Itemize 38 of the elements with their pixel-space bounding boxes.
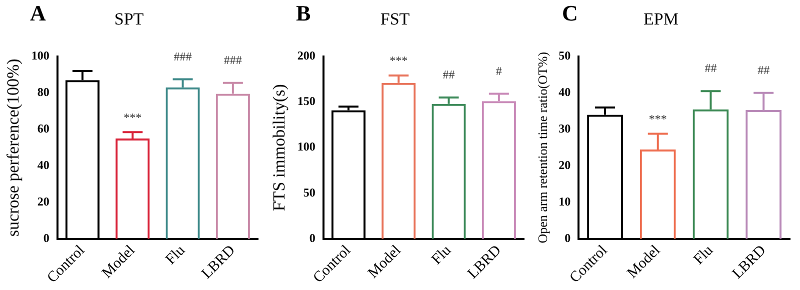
annotation: ## <box>442 68 455 82</box>
y-tick-label: 30 <box>558 121 571 136</box>
annotation: ## <box>704 61 717 76</box>
y-tick-label: 40 <box>37 158 50 172</box>
annotation: # <box>496 64 502 78</box>
annotation: ## <box>758 63 770 78</box>
text: A <box>30 0 46 26</box>
y-tick-label: 0 <box>43 230 50 245</box>
y-tick-label: 50 <box>303 185 316 200</box>
chart-title: EPM <box>644 10 678 29</box>
annotation: *** <box>124 110 142 124</box>
text: B <box>296 0 311 26</box>
y-tick-label: 0 <box>309 230 316 245</box>
chart-title: SPT <box>114 10 144 29</box>
y-tick-label: 20 <box>558 158 571 172</box>
x-tick-label: Flu <box>690 242 717 268</box>
y-tick-label: 50 <box>558 48 571 62</box>
y-tick-label: 0 <box>564 230 571 245</box>
y-axis-title: Open arm retention time ratio(OT%) <box>535 52 550 244</box>
y-tick-label: 40 <box>558 84 571 99</box>
y-tick-label: 100 <box>31 48 50 62</box>
y-axis-title: FTS immobility(s) <box>270 84 289 212</box>
y-tick-label: 60 <box>37 121 50 136</box>
x-tick-label: Flu <box>428 242 455 268</box>
text: C <box>562 0 578 26</box>
annotation: *** <box>648 112 667 126</box>
y-tick-label: 80 <box>37 84 50 99</box>
y-tick-label: 200 <box>297 48 316 62</box>
annotation: *** <box>390 54 408 68</box>
y-tick-label: 100 <box>297 140 316 154</box>
x-tick-label: Flu <box>162 242 189 268</box>
y-axis-title: sucrose perference(100%) <box>4 58 23 237</box>
y-tick-label: 20 <box>37 194 50 208</box>
chart-title: FST <box>380 10 410 29</box>
annotation: ### <box>224 53 242 68</box>
annotation: ### <box>174 49 192 64</box>
y-tick-label: 150 <box>297 94 316 108</box>
y-tick-label: 10 <box>558 194 571 208</box>
